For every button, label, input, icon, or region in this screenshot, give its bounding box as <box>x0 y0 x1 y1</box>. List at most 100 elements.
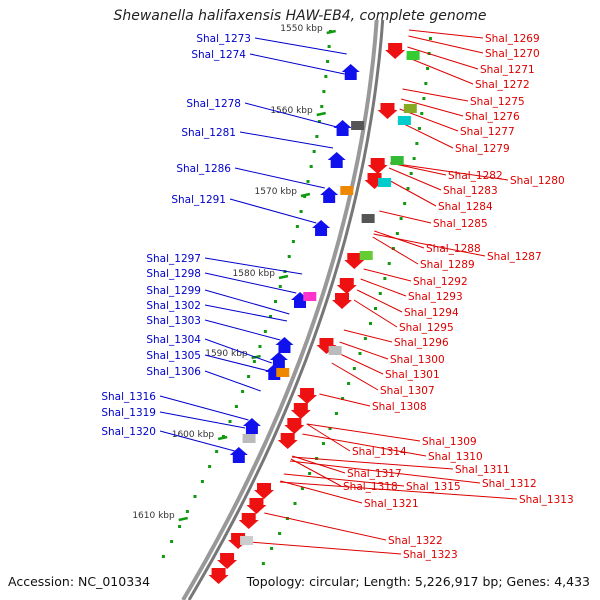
ring-tick <box>170 540 174 543</box>
ring-tick <box>303 195 307 198</box>
left-gene-leader <box>249 53 345 75</box>
reverse-gene-arrow <box>290 403 311 419</box>
left-gene-label: Shal_1320 <box>101 426 156 438</box>
reverse-gene-arrow <box>316 338 337 354</box>
kbp-tick-label: 1600 kbp <box>172 430 215 440</box>
ring-tick <box>403 202 407 205</box>
left-gene-leader <box>229 198 317 224</box>
left-gene-leader <box>204 257 303 275</box>
ring-tick <box>417 127 421 130</box>
forward-gene-arrow <box>312 220 331 236</box>
right-gene-leader <box>408 29 484 39</box>
ring-tick <box>258 345 262 348</box>
left-gene-label: Shal_1299 <box>146 285 201 297</box>
ring-tick <box>424 82 428 85</box>
right-gene-leader <box>402 88 469 102</box>
right-gene-leader <box>264 512 387 541</box>
ring-tick <box>234 405 238 408</box>
ring-tick <box>352 367 356 370</box>
ring-tick <box>269 315 273 318</box>
right-gene-leader <box>302 433 427 457</box>
ring-tick <box>228 420 232 423</box>
right-gene-leader <box>335 351 384 375</box>
right-gene-leader <box>319 393 371 407</box>
right-gene-leader <box>283 473 405 487</box>
kbp-tick-mark <box>300 192 311 198</box>
kbp-tick-mark <box>178 516 188 522</box>
left-gene-label: Shal_1319 <box>101 407 156 419</box>
right-gene-leader <box>339 341 389 360</box>
feature-box <box>378 178 392 187</box>
ring-tick <box>315 135 319 138</box>
right-gene-leader <box>379 210 432 224</box>
ring-tick <box>299 210 303 213</box>
right-gene-leader <box>386 178 437 207</box>
ring-tick <box>415 142 419 145</box>
right-gene-leader <box>372 236 419 265</box>
ring-tick <box>363 337 367 340</box>
ring-tick <box>420 112 424 115</box>
reverse-gene-arrow <box>217 553 238 569</box>
ring-tick <box>374 307 377 310</box>
left-gene-leader <box>204 289 290 315</box>
left-gene-label: Shal_1278 <box>186 98 241 110</box>
right-gene-label: Shal_1289 <box>420 259 475 271</box>
feature-box <box>351 121 365 130</box>
ring-tick <box>263 330 267 333</box>
ring-tick <box>215 450 219 453</box>
left-gene-leader <box>204 370 261 392</box>
right-gene-leader <box>397 120 454 149</box>
right-gene-label: Shal_1285 <box>433 218 488 230</box>
ring-tick <box>252 360 256 363</box>
right-gene-leader <box>343 329 393 343</box>
right-gene-leader <box>248 541 402 555</box>
left-gene-label: Shal_1297 <box>146 253 201 265</box>
forward-gene-arrow <box>341 64 360 80</box>
ring-tick <box>412 157 416 160</box>
left-gene-leader <box>159 411 246 429</box>
ring-tick <box>328 427 332 430</box>
right-gene-leader <box>289 460 481 484</box>
right-gene-label: Shal_1293 <box>408 291 463 303</box>
kbp-tick-label: 1570 kbp <box>255 187 298 197</box>
ring-tick <box>295 225 299 228</box>
ring-tick <box>221 435 225 438</box>
ring-tick <box>261 562 265 565</box>
feature-box <box>397 116 411 125</box>
left-gene-label: Shal_1273 <box>196 33 251 45</box>
kbp-tick-mark <box>326 29 336 35</box>
reverse-gene-arrow <box>277 433 298 449</box>
feature-box <box>303 292 317 301</box>
left-gene-label: Shal_1303 <box>146 315 201 327</box>
ring-tick <box>193 495 197 498</box>
kbp-tick-label: 1550 kbp <box>280 24 323 34</box>
ring-tick <box>161 555 165 558</box>
right-gene-label: Shal_1300 <box>390 354 445 366</box>
right-gene-label: Shal_1309 <box>422 436 477 448</box>
forward-gene-arrow <box>242 418 261 434</box>
left-gene-leader <box>254 37 347 55</box>
right-gene-label: Shal_1277 <box>460 126 515 138</box>
ring-tick <box>406 187 410 190</box>
right-gene-label: Shal_1322 <box>388 535 443 547</box>
ring-tick <box>293 502 297 505</box>
left-gene-leader <box>239 131 334 149</box>
ring-tick <box>309 165 313 168</box>
reverse-gene-arrow <box>377 103 398 119</box>
right-gene-label: Shal_1313 <box>519 494 574 506</box>
right-gene-leader <box>306 423 351 452</box>
forward-gene-arrow <box>269 352 288 368</box>
reverse-gene-arrow <box>297 388 318 404</box>
right-gene-label: Shal_1301 <box>385 369 440 381</box>
feature-box <box>361 214 375 223</box>
right-gene-leader <box>388 167 442 191</box>
ring-tick <box>278 285 282 288</box>
right-gene-label: Shal_1282 <box>448 170 503 182</box>
ring-tick <box>274 300 277 303</box>
feature-box <box>242 434 256 443</box>
ring-tick <box>208 465 212 468</box>
ring-tick <box>320 105 324 108</box>
ring-tick <box>321 442 325 445</box>
ring-tick <box>395 232 399 235</box>
